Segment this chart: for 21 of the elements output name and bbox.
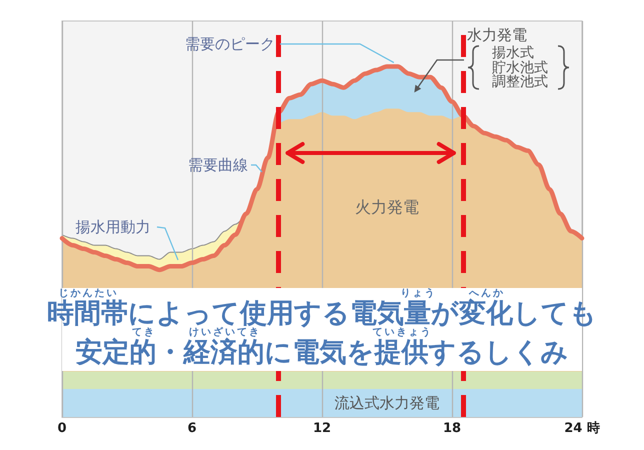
annotation: 調整池式 xyxy=(492,74,548,90)
annotation: 貯水池式 xyxy=(492,60,548,76)
annotation: けいざいてき xyxy=(189,327,261,338)
x-tick-label: 12 xyxy=(312,421,332,436)
text: 揚水式 xyxy=(492,45,534,61)
series-label: 揚水用動力 xyxy=(76,218,150,236)
series-label: 需要曲線 xyxy=(188,156,248,174)
annotation: りょう xyxy=(400,288,436,299)
x-tick-label: 24 時 xyxy=(564,421,600,436)
series-label: 火力発電 xyxy=(355,198,419,216)
x-tick-label: 0 xyxy=(57,421,67,436)
x-tick-label: 18 xyxy=(442,421,462,436)
annotation: じかんたい xyxy=(58,288,118,299)
annotation: ていきょう xyxy=(372,327,432,338)
series-label: 流込式水力発電 xyxy=(334,394,440,412)
text: 水力発電 xyxy=(467,26,527,44)
annotation: てき xyxy=(132,327,156,338)
text: 安定的・経済的に電気を提供するしくみ xyxy=(76,337,568,368)
annotation: へんか xyxy=(469,288,505,299)
x-tick-label: 6 xyxy=(187,421,197,436)
annotation: 需要のピーク xyxy=(185,35,275,53)
